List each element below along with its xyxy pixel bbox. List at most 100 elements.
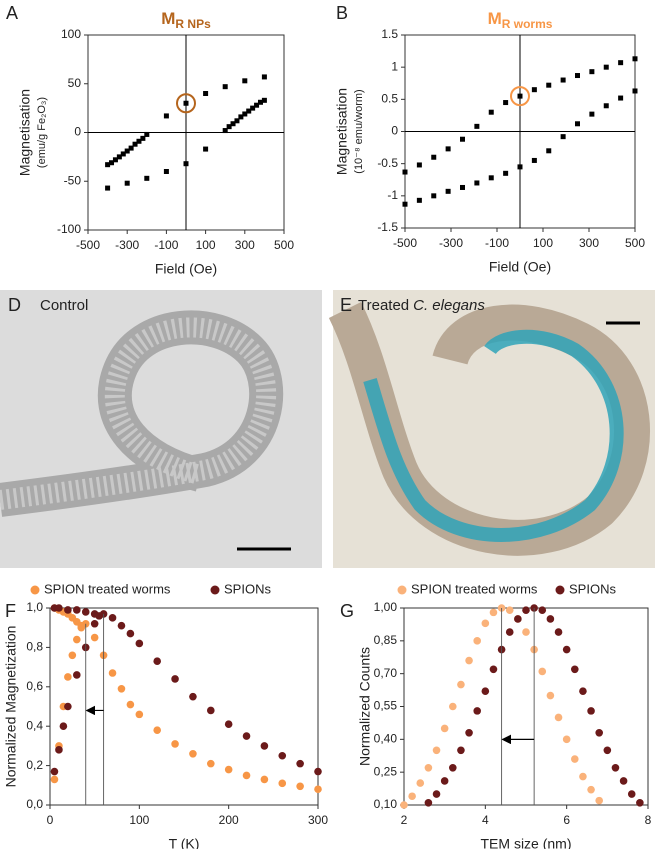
- data-point: [546, 691, 555, 700]
- data-point: [242, 78, 248, 84]
- data-point: [90, 633, 99, 642]
- panel-label: E: [340, 295, 352, 315]
- data-point: [457, 746, 465, 755]
- data-point: [522, 606, 530, 614]
- data-point: [105, 162, 111, 168]
- y-tick-label: 100: [61, 27, 81, 41]
- data-point: [632, 56, 638, 62]
- data-point: [546, 615, 555, 623]
- data-point: [457, 680, 465, 689]
- x-tick-label: 300: [579, 236, 599, 250]
- data-point: [296, 782, 304, 791]
- data-point: [163, 113, 169, 119]
- x-tick-label: 500: [625, 236, 645, 250]
- data-point: [50, 775, 59, 784]
- highlight-ring: [510, 86, 530, 107]
- data-point: [489, 608, 498, 617]
- data-point: [77, 621, 86, 630]
- data-point: [489, 665, 498, 674]
- y-tick-label: 0,4: [26, 718, 43, 732]
- data-point: [432, 790, 441, 798]
- x-tick-label: -500: [393, 236, 417, 250]
- title-sub: R NPs: [175, 17, 211, 31]
- y-tick-label: 1,0: [26, 600, 43, 614]
- y-tick-label: 0: [391, 124, 398, 138]
- data-point: [135, 710, 144, 719]
- data-point: [575, 121, 580, 127]
- x-tick-label: 200: [219, 813, 239, 827]
- x-tick-label: 100: [129, 813, 149, 827]
- data-point: [595, 728, 603, 737]
- y-axis-unit: (emu/g Fe₂O₃): [36, 97, 48, 168]
- data-point: [531, 87, 537, 93]
- x-tick-label: -100: [485, 236, 509, 250]
- data-point: [116, 154, 122, 160]
- data-point: [503, 170, 509, 176]
- x-tick-label: 8: [645, 813, 652, 827]
- x-axis-label: T (K): [169, 836, 200, 849]
- caption-italic: C. elegans: [413, 297, 485, 314]
- data-point: [538, 606, 547, 614]
- x-tick-label: 500: [274, 238, 294, 252]
- data-point: [126, 629, 135, 638]
- data-point: [481, 619, 490, 628]
- data-point: [503, 100, 509, 106]
- data-point: [522, 628, 530, 636]
- y-tick-label: -100: [57, 222, 81, 236]
- data-point: [117, 684, 126, 693]
- data-point: [465, 728, 473, 737]
- data-point: [140, 135, 146, 141]
- data-point: [514, 615, 522, 623]
- micrograph-control: D Control: [0, 290, 322, 568]
- y-tick-label: 0: [74, 125, 81, 139]
- data-point: [562, 645, 571, 654]
- data-point: [64, 606, 72, 614]
- data-point: [416, 779, 425, 787]
- chart-title: MR worms: [488, 9, 553, 31]
- y-axis-label: Magnetisation: [334, 88, 350, 175]
- data-point: [424, 799, 433, 807]
- data-point: [562, 735, 571, 744]
- chart-panel: 2 4 6 8 0,10 0,25 0,40 0,55 0,70 0,85 1,00 G TEM siz…: [340, 581, 652, 849]
- data-point: [554, 713, 563, 722]
- data-point: [207, 759, 215, 768]
- data-point: [224, 765, 233, 774]
- data-point: [465, 656, 473, 665]
- micrograph-treated: E Treated C. elegans: [328, 290, 655, 568]
- panel-label: D: [8, 295, 21, 315]
- x-tick-label: -300: [439, 236, 463, 250]
- data-point: [560, 77, 566, 83]
- data-point: [603, 103, 609, 109]
- data-point: [226, 124, 232, 130]
- x-axis-label: TEM size (nm): [481, 836, 572, 849]
- worm-gut-stain: [363, 329, 624, 542]
- data-point: [505, 628, 514, 636]
- data-point: [260, 775, 269, 784]
- data-point: [135, 639, 144, 648]
- data-point: [132, 141, 138, 147]
- x-tick-label: -100: [154, 238, 178, 252]
- data-point: [445, 146, 451, 152]
- data-point: [278, 751, 287, 760]
- data-point: [554, 628, 563, 636]
- data-point: [474, 123, 480, 129]
- data-point: [153, 657, 161, 665]
- data-point: [618, 95, 624, 101]
- data-point: [538, 667, 547, 676]
- data-point: [517, 93, 523, 99]
- data-point: [416, 162, 422, 168]
- data-point: [189, 692, 197, 701]
- y-tick-label: 0,2: [26, 758, 43, 772]
- title-sub: R worms: [502, 17, 553, 31]
- data-point: [50, 767, 59, 776]
- data-point: [481, 687, 490, 695]
- y-axis-label: Normalized Counts: [357, 647, 373, 766]
- data-point: [408, 792, 416, 801]
- data-point: [618, 60, 624, 66]
- chart-panel: -500 -300 -100 100 300 500-100-50050100AField…: [6, 3, 294, 277]
- x-tick-label: 100: [533, 236, 553, 250]
- data-point: [474, 180, 480, 186]
- data-point: [124, 148, 130, 154]
- data-point: [163, 169, 169, 174]
